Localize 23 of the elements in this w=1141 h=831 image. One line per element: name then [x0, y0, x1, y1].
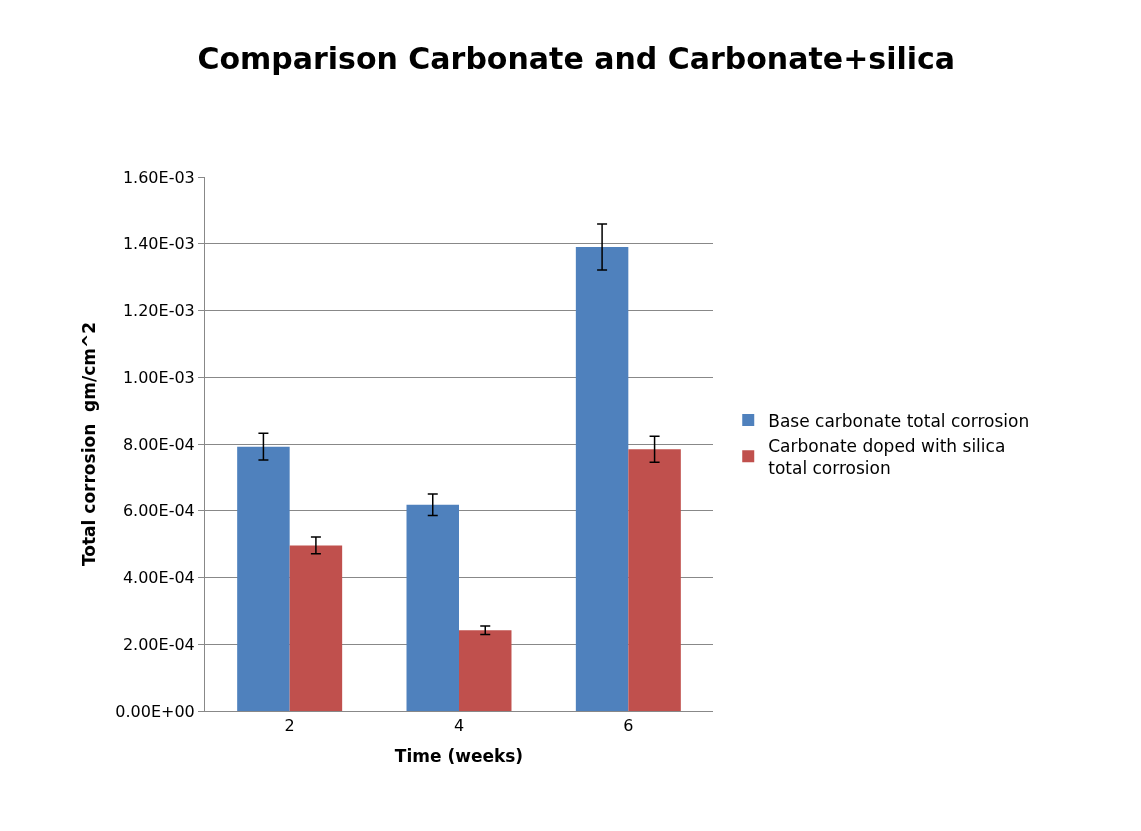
legend-label: Carbonate doped with silica total corrosion [768, 435, 1006, 478]
legend-label: Base carbonate total corrosion [768, 410, 1030, 431]
y-tick-label: 1.60E-03 [122, 167, 195, 187]
bar [628, 449, 681, 711]
y-tick-label: 1.40E-03 [122, 234, 195, 254]
bar [237, 446, 290, 711]
y-axis-title: Total corrosion gm/cm^2 [78, 321, 99, 567]
bar [289, 545, 343, 711]
bar [575, 247, 629, 711]
x-axis-title: Time (weeks) [394, 745, 524, 766]
x-tick-label: 4 [453, 716, 465, 736]
chart-title: Comparison Carbonate and Carbonate+silica [197, 40, 956, 76]
y-tick-label: 2.00E-04 [122, 634, 195, 654]
bar [459, 630, 512, 711]
y-tick-label: 0.00E+00 [115, 701, 195, 721]
y-tick-label: 4.00E-04 [122, 568, 195, 588]
y-tick-label: 8.00E-04 [122, 434, 195, 454]
y-tick-label: 1.20E-03 [122, 301, 195, 321]
x-tick-label: 6 [623, 716, 634, 736]
y-tick-label: 6.00E-04 [122, 501, 195, 521]
bar [406, 504, 459, 711]
y-tick-label: 1.00E-03 [122, 367, 195, 387]
x-tick-label: 2 [284, 716, 295, 736]
